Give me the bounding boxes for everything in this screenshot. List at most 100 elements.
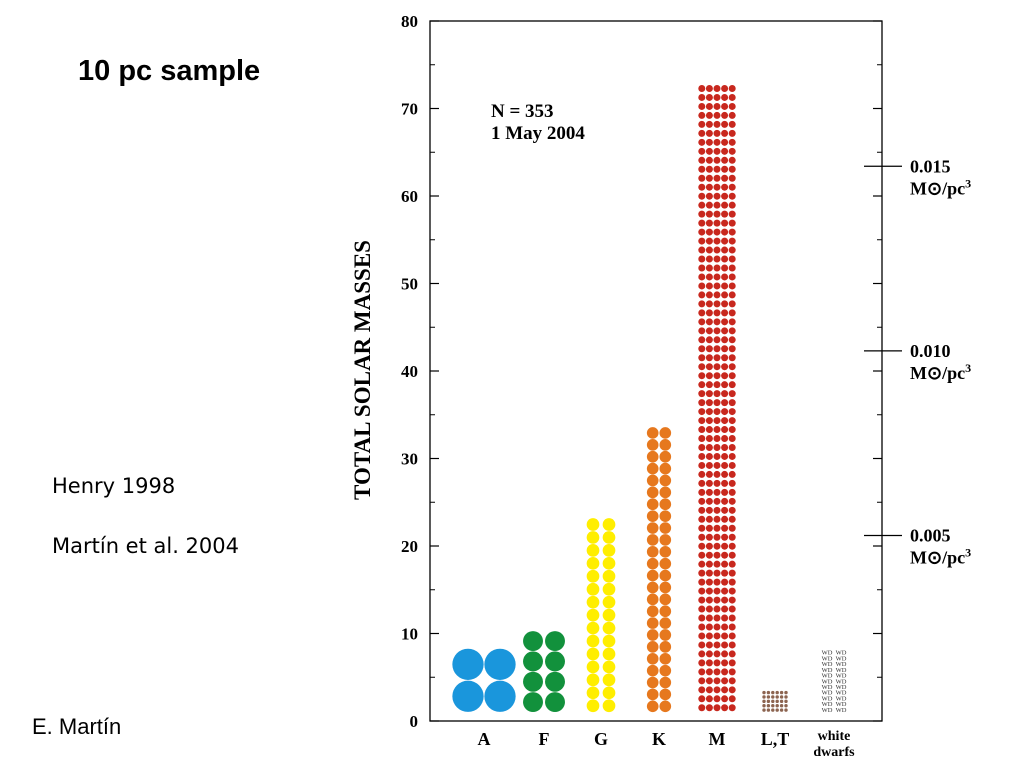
mass-dot bbox=[705, 515, 713, 523]
mass-dot bbox=[728, 318, 736, 326]
mass-dot bbox=[721, 426, 729, 434]
wd-marker: WD bbox=[836, 695, 847, 702]
mass-dot bbox=[721, 659, 729, 667]
mass-dot bbox=[771, 690, 775, 695]
mass-dot bbox=[698, 84, 706, 92]
mass-dot bbox=[602, 544, 616, 557]
mass-dot bbox=[728, 390, 736, 398]
mass-dot bbox=[721, 246, 729, 254]
mass-dot bbox=[705, 264, 713, 272]
mass-dot bbox=[698, 399, 706, 407]
mass-dot bbox=[728, 201, 736, 209]
mass-dot bbox=[771, 703, 775, 708]
mass-dot bbox=[705, 318, 713, 326]
mass-dot bbox=[721, 560, 729, 568]
x-tick-label: M bbox=[709, 729, 726, 749]
mass-dot bbox=[728, 461, 736, 469]
mass-dot bbox=[728, 228, 736, 236]
mass-dot bbox=[728, 659, 736, 667]
mass-dot bbox=[698, 443, 706, 451]
mass-dot bbox=[728, 632, 736, 640]
mass-dot bbox=[698, 291, 706, 299]
mass-dot bbox=[721, 461, 729, 469]
mass-dot bbox=[698, 488, 706, 496]
wd-marker: WD bbox=[822, 673, 833, 680]
density-unit-label: M⊙/pc3 bbox=[910, 546, 971, 568]
mass-dot bbox=[698, 192, 706, 200]
mass-dot bbox=[721, 506, 729, 514]
mass-dot bbox=[586, 699, 600, 713]
mass-dot bbox=[713, 93, 721, 101]
mass-dot bbox=[698, 102, 706, 110]
mass-dot bbox=[698, 111, 706, 119]
mass-dot bbox=[705, 560, 713, 568]
mass-dot bbox=[646, 427, 659, 439]
mass-dot bbox=[698, 309, 706, 317]
mass-dot bbox=[698, 165, 706, 173]
mass-dot bbox=[728, 435, 736, 443]
mass-dot bbox=[713, 336, 721, 344]
mass-dot bbox=[586, 531, 600, 544]
mass-dot bbox=[775, 708, 779, 712]
mass-dot bbox=[721, 650, 729, 658]
mass-dot bbox=[659, 617, 672, 629]
x-tick-label: F bbox=[539, 729, 550, 749]
mass-dot bbox=[721, 470, 729, 478]
mass-dot bbox=[698, 138, 706, 146]
mass-dot bbox=[698, 452, 706, 460]
mass-dot bbox=[713, 408, 721, 416]
mass-dot bbox=[705, 452, 713, 460]
mass-dot bbox=[713, 542, 721, 550]
mass-dot bbox=[602, 673, 616, 687]
mass-dot bbox=[646, 486, 659, 499]
density-value-label: 0.005 bbox=[910, 526, 951, 546]
mass-dot bbox=[713, 147, 721, 155]
mass-dot bbox=[728, 605, 736, 613]
mass-dot bbox=[721, 255, 729, 263]
mass-dot bbox=[762, 695, 766, 699]
mass-dot bbox=[728, 470, 736, 478]
mass-dot bbox=[713, 668, 721, 676]
y-tick-label: 40 bbox=[401, 362, 418, 381]
wd-marker: WD bbox=[836, 650, 847, 657]
mass-dot bbox=[698, 695, 706, 703]
mass-dot bbox=[705, 614, 713, 622]
mass-dot bbox=[646, 569, 659, 582]
annotation-line: N = 353 bbox=[491, 101, 554, 122]
mass-dot bbox=[728, 372, 736, 380]
mass-dot bbox=[721, 183, 729, 191]
mass-dot bbox=[705, 102, 713, 110]
mass-dot bbox=[713, 443, 721, 451]
y-tick-label: 10 bbox=[401, 625, 418, 644]
mass-dot bbox=[784, 703, 788, 708]
mass-dot bbox=[705, 219, 713, 227]
mass-dot bbox=[721, 309, 729, 317]
mass-dot bbox=[721, 704, 729, 712]
mass-dot bbox=[728, 686, 736, 694]
mass-dot bbox=[721, 551, 729, 559]
mass-dot bbox=[766, 699, 771, 704]
mass-dot bbox=[705, 147, 713, 155]
x-tick-label: A bbox=[478, 729, 491, 749]
mass-dot bbox=[698, 551, 706, 559]
mass-dot bbox=[713, 497, 721, 505]
mass-dot bbox=[728, 93, 736, 101]
mass-dot bbox=[728, 533, 736, 541]
mass-dot bbox=[705, 210, 713, 218]
mass-dot bbox=[713, 704, 721, 712]
wd-marker: WD bbox=[836, 667, 847, 674]
mass-dot bbox=[705, 659, 713, 667]
mass-dot bbox=[728, 309, 736, 317]
mass-dot bbox=[721, 219, 729, 227]
mass-dot bbox=[721, 300, 729, 308]
mass-dot bbox=[602, 556, 616, 570]
mass-dot bbox=[713, 129, 721, 137]
mass-dot bbox=[728, 650, 736, 658]
mass-dot bbox=[762, 708, 766, 712]
mass-dot bbox=[698, 524, 706, 532]
mass-dot bbox=[698, 659, 706, 667]
wd-marker: WD bbox=[822, 667, 833, 674]
mass-dot bbox=[713, 452, 721, 460]
